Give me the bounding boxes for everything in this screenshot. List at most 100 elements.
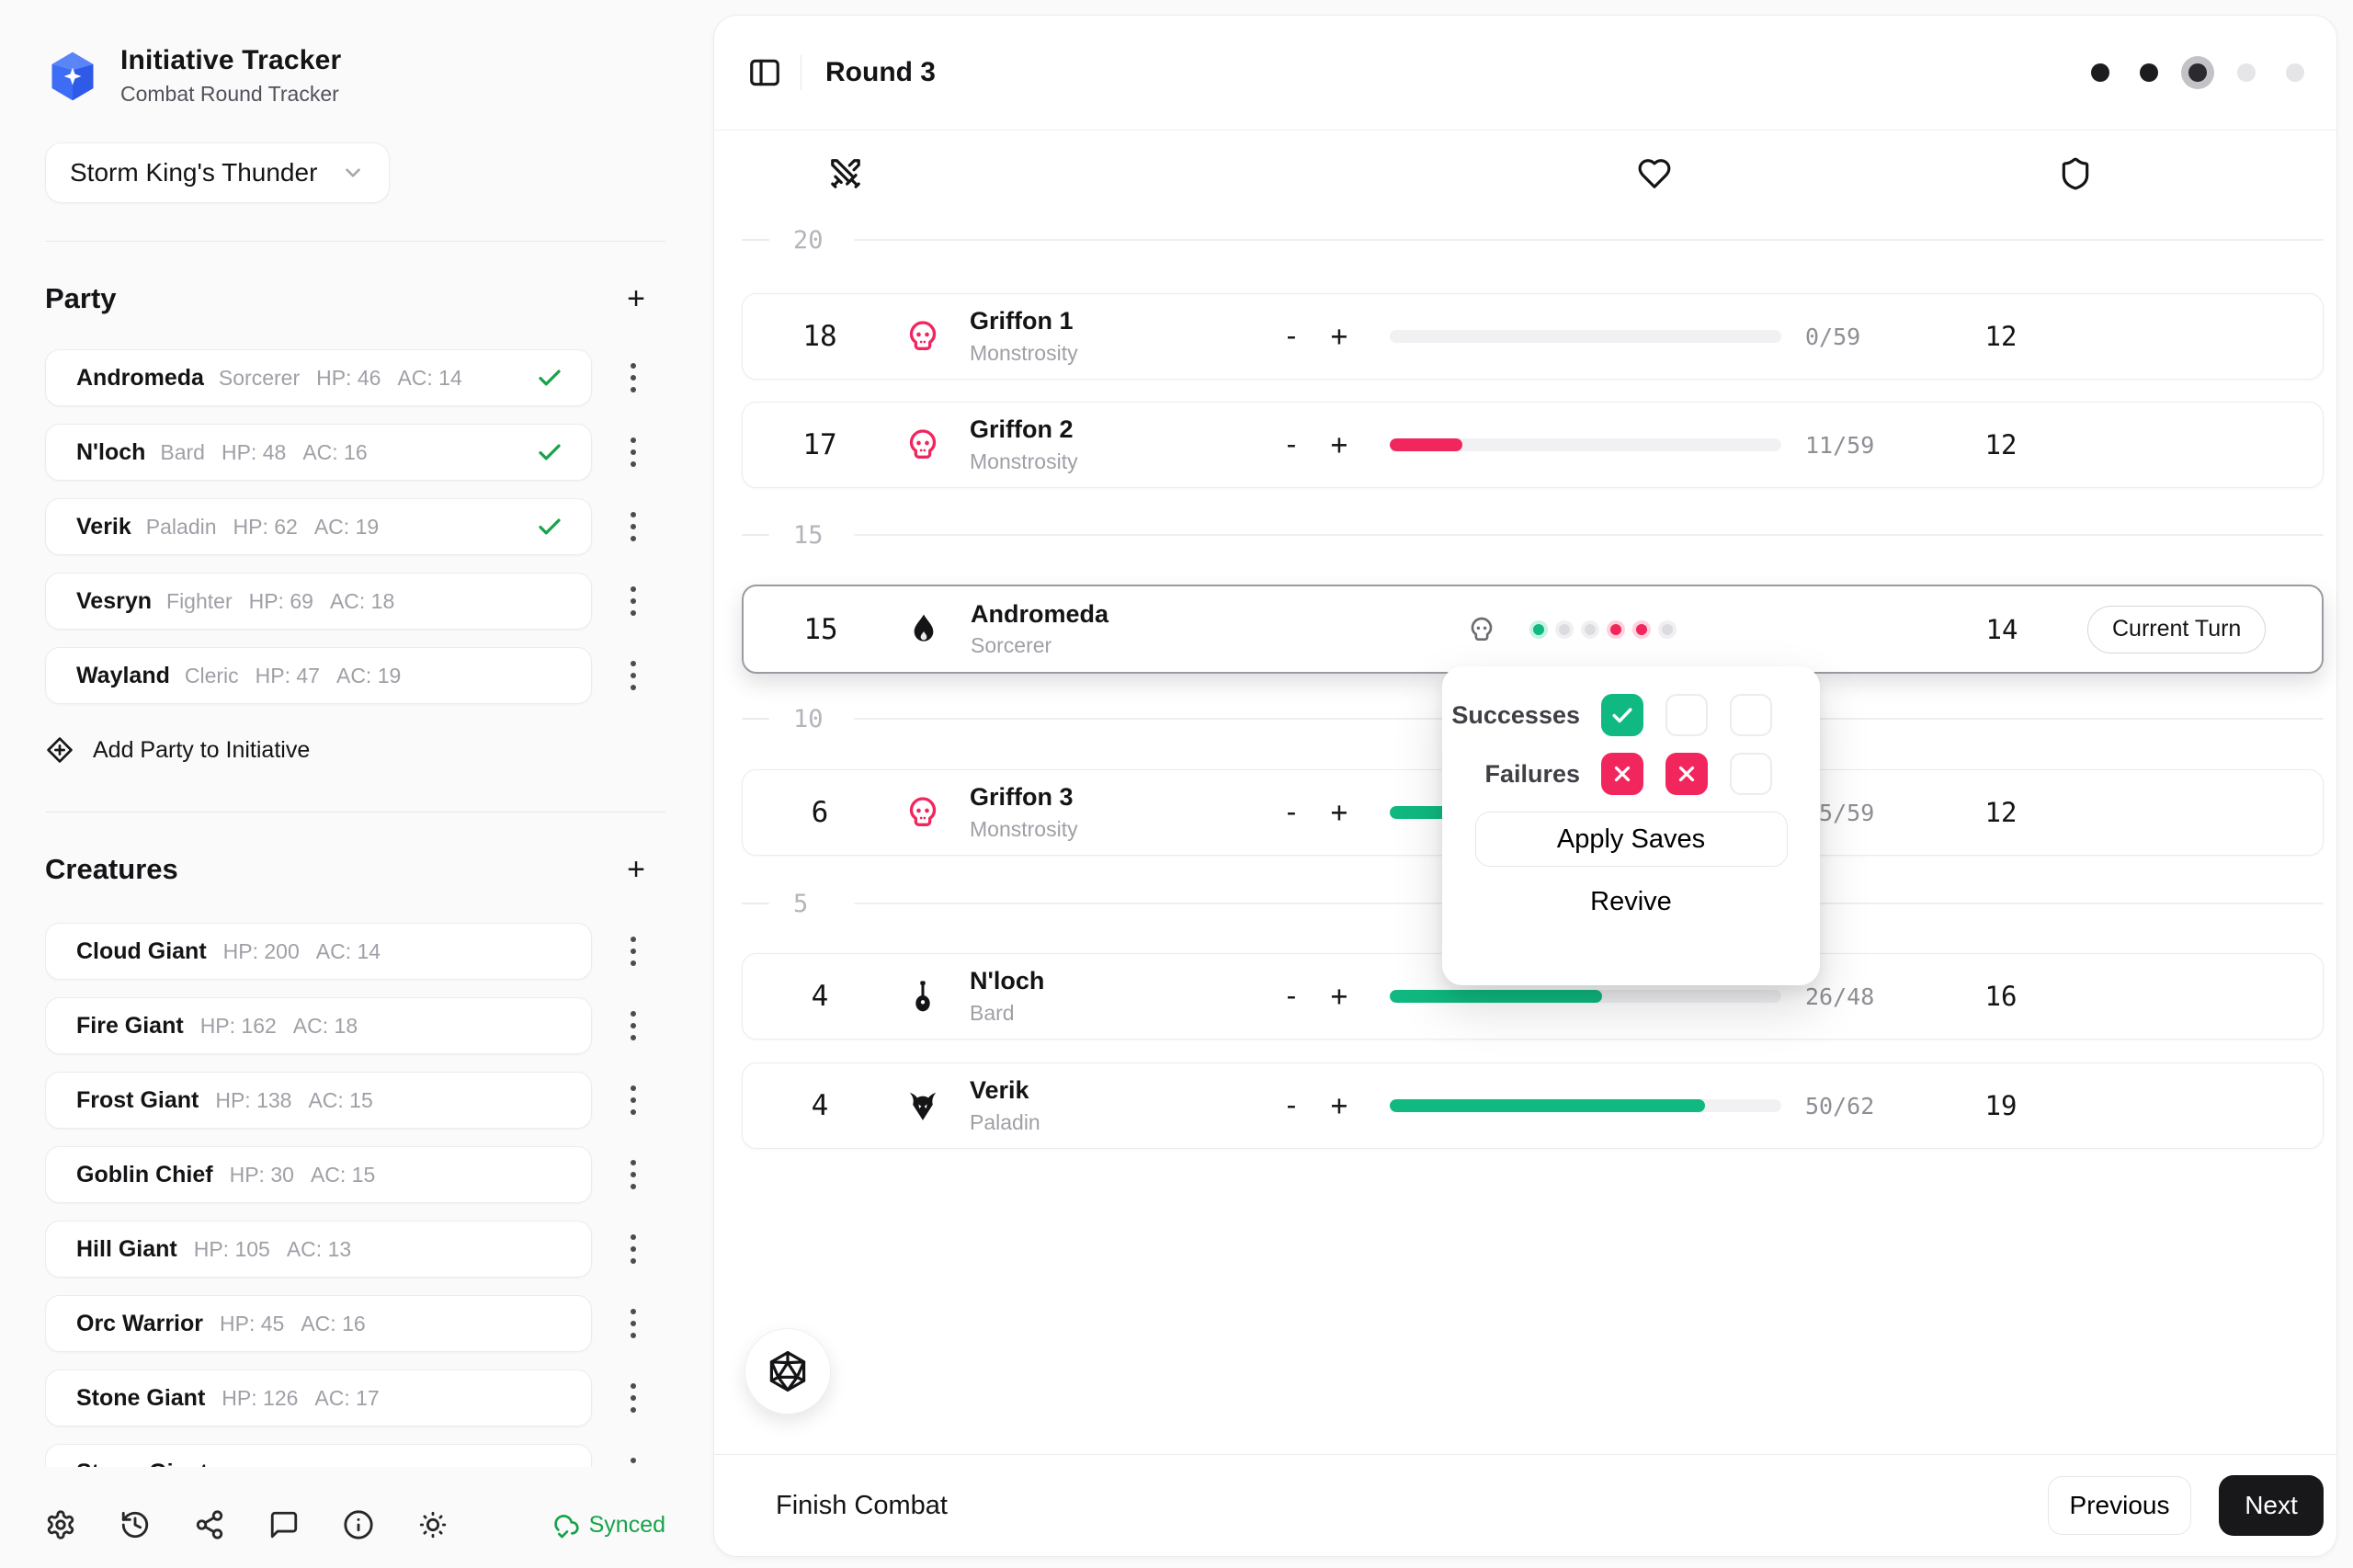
member-menu-button[interactable] [625,655,642,696]
hp-increase-button[interactable]: + [1321,976,1358,1017]
member-menu-button[interactable] [625,506,642,547]
success-checkbox-empty[interactable] [1665,694,1708,736]
death-save-dots[interactable] [1529,619,1677,639]
hp-increase-button[interactable]: + [1321,425,1358,465]
creatures-section-header: Creatures + [45,853,665,886]
hp-increase-button[interactable]: + [1321,1085,1358,1126]
member-menu-button[interactable] [625,581,642,621]
hp-increase-button[interactable]: + [1321,792,1358,833]
toggle-sidebar-button[interactable] [745,53,784,92]
campaign-select[interactable]: Storm King's Thunder [45,142,390,203]
success-checkbox-empty[interactable] [1730,694,1772,736]
initiative-row-griffon-1[interactable]: 18 Griffon 1 Monstrosity - + 0/59 12 [742,293,2324,380]
share-icon[interactable] [194,1509,225,1540]
marker-value: 20 [793,225,824,255]
creature-card-orc-warrior[interactable]: Orc Warrior HP: 45 AC: 16 [45,1295,592,1352]
party-member-card-nloch[interactable]: N'loch Bard HP: 48 AC: 16 [45,424,592,481]
initiative-row-verik[interactable]: 4 Verik Paladin - + 50/62 19 [742,1062,2324,1149]
initiative-marker-20: 20 [742,225,2324,255]
creature-menu-button[interactable] [625,1080,642,1120]
member-hp: HP: 48 [221,439,287,464]
hp-decrease-button[interactable]: - [1273,316,1310,357]
info-icon[interactable] [343,1509,374,1540]
add-party-to-initiative-button[interactable]: Add Party to Initiative [45,735,665,765]
member-name: Andromeda [76,364,204,391]
creature-name: Frost Giant [76,1086,199,1113]
creature-name: Storm Giant [76,1460,208,1468]
revive-button[interactable]: Revive [1590,887,1672,916]
round-dot-4[interactable] [2237,63,2256,82]
hp-decrease-button[interactable]: - [1273,1085,1310,1126]
party-member-card-vesryn[interactable]: Vesryn Fighter HP: 69 AC: 18 [45,573,592,630]
party-member-card-andromeda[interactable]: Andromeda Sorcerer HP: 46 AC: 14 [45,349,592,406]
member-menu-button[interactable] [625,358,642,398]
previous-turn-button[interactable]: Previous [2048,1476,2191,1535]
failure-checkbox-empty[interactable] [1730,753,1772,795]
creature-card-goblin-chief[interactable]: Goblin Chief HP: 30 AC: 15 [45,1146,592,1203]
initiative-row-griffon-2[interactable]: 17 Griffon 2 Monstrosity - + 11/59 12 [742,402,2324,488]
round-dot-2[interactable] [2140,63,2158,82]
add-creature-button[interactable]: + [627,852,645,887]
member-hp: HP: 69 [248,588,313,613]
chevron-down-icon [346,168,360,177]
success-checkbox-checked[interactable] [1601,694,1643,736]
roll-dice-button[interactable] [745,1328,831,1415]
death-save-dot-empty [1555,619,1574,639]
party-member-card-verik[interactable]: Verik Paladin HP: 62 AC: 19 [45,498,592,555]
hp-decrease-button[interactable]: - [1273,976,1310,1017]
round-dot-1[interactable] [2091,63,2109,82]
next-turn-button[interactable]: Next [2219,1475,2324,1536]
party-member-row: Andromeda Sorcerer HP: 46 AC: 14 [45,349,665,406]
sidebar: Initiative Tracker Combat Round Tracker … [0,0,713,1568]
death-saves-skull-icon[interactable] [1467,615,1496,644]
creature-card-fire-giant[interactable]: Fire Giant HP: 162 AC: 18 [45,997,592,1054]
finish-combat-button[interactable]: Finish Combat [776,1490,948,1520]
creature-ac: AC: 18 [292,1013,358,1038]
apply-saves-button[interactable]: Apply Saves [1474,812,1788,867]
creature-row-partial: Storm Giant [45,1444,665,1467]
campaign-select-value: Storm King's Thunder [70,158,318,187]
creature-menu-button[interactable] [625,931,642,971]
creature-menu-button[interactable] [625,1378,642,1418]
theme-sun-icon[interactable] [417,1509,449,1540]
failure-checkbox-checked[interactable] [1601,753,1643,795]
hp-increase-button[interactable]: + [1321,316,1358,357]
creature-card-hill-giant[interactable]: Hill Giant HP: 105 AC: 13 [45,1221,592,1278]
history-icon[interactable] [119,1509,151,1540]
creature-card-storm-giant[interactable]: Storm Giant [45,1444,592,1467]
round-dot-5[interactable] [2286,63,2304,82]
hp-decrease-button[interactable]: - [1273,792,1310,833]
hp-decrease-button[interactable]: - [1273,425,1310,465]
round-dot-3-current[interactable] [2188,63,2207,82]
failure-checkbox-checked[interactable] [1665,753,1708,795]
creature-list: Cloud Giant HP: 200 AC: 14 Fire Giant HP… [45,923,665,1467]
creature-menu-button[interactable] [625,1006,642,1046]
member-menu-button[interactable] [625,432,642,472]
marker-value: 15 [793,520,824,550]
initiative-row-andromeda-current[interactable]: 15 Andromeda Sorcerer [742,585,2324,674]
ac-value: 12 [1984,321,2018,352]
party-member-card-wayland[interactable]: Wayland Cleric HP: 47 AC: 19 [45,647,592,704]
death-save-dot-success [1529,619,1548,639]
add-party-label: Add Party to Initiative [93,736,311,763]
death-save-dot-failure [1607,619,1625,639]
feedback-message-icon[interactable] [268,1509,300,1540]
initiative-list: 20 18 Griffon 1 Monstrosity - + 0/59 [714,148,2336,1149]
member-name: Vesryn [76,587,153,614]
member-name: Verik [76,513,131,540]
creature-menu-button[interactable] [625,1303,642,1344]
settings-gear-icon[interactable] [45,1509,76,1540]
creature-hp: HP: 138 [215,1087,292,1112]
creature-name: Stone Giant [76,1384,206,1411]
add-party-member-button[interactable]: + [627,281,645,316]
creature-menu-button[interactable] [625,1452,642,1467]
creature-menu-button[interactable] [625,1229,642,1269]
member-name: Wayland [76,662,170,688]
sorcerer-flame-icon [898,611,949,648]
initiative-swords-icon [831,159,860,188]
creature-card-cloud-giant[interactable]: Cloud Giant HP: 200 AC: 14 [45,923,592,980]
creature-card-stone-giant[interactable]: Stone Giant HP: 126 AC: 17 [45,1369,592,1426]
creature-menu-button[interactable] [625,1154,642,1195]
d20-dice-icon [769,1350,806,1392]
creature-card-frost-giant[interactable]: Frost Giant HP: 138 AC: 15 [45,1072,592,1129]
